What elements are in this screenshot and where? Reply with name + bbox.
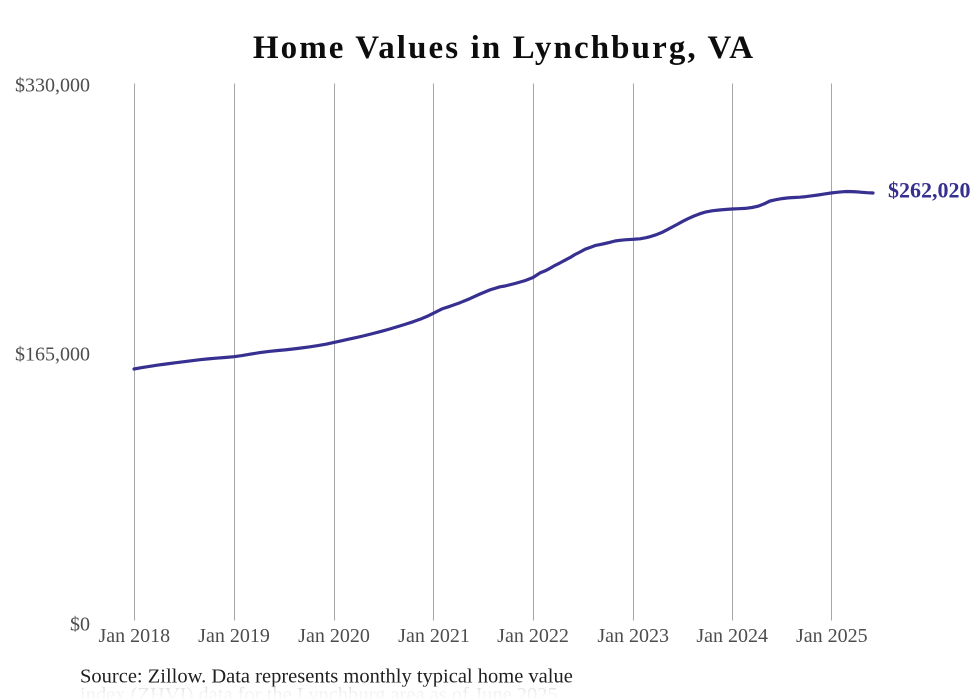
svg-text:$165,000: $165,000 — [15, 343, 90, 365]
svg-text:$0: $0 — [70, 614, 90, 636]
svg-text:Jan 2025: Jan 2025 — [796, 625, 868, 647]
svg-text:Home Values in Lynchburg, VA: Home Values in Lynchburg, VA — [253, 30, 755, 66]
svg-text:Jan 2022: Jan 2022 — [497, 625, 569, 647]
svg-text:Source: Zillow. Data represent: Source: Zillow. Data represents monthly … — [80, 665, 573, 687]
svg-text:$262,020: $262,020 — [888, 177, 971, 202]
svg-text:Jan 2020: Jan 2020 — [298, 625, 370, 647]
svg-text:Jan 2023: Jan 2023 — [597, 625, 669, 647]
svg-text:Jan 2021: Jan 2021 — [398, 625, 470, 647]
svg-text:Jan 2024: Jan 2024 — [696, 625, 768, 647]
svg-text:$330,000: $330,000 — [15, 74, 90, 96]
svg-text:Jan 2018: Jan 2018 — [98, 625, 170, 647]
svg-text:Jan 2019: Jan 2019 — [198, 625, 270, 647]
